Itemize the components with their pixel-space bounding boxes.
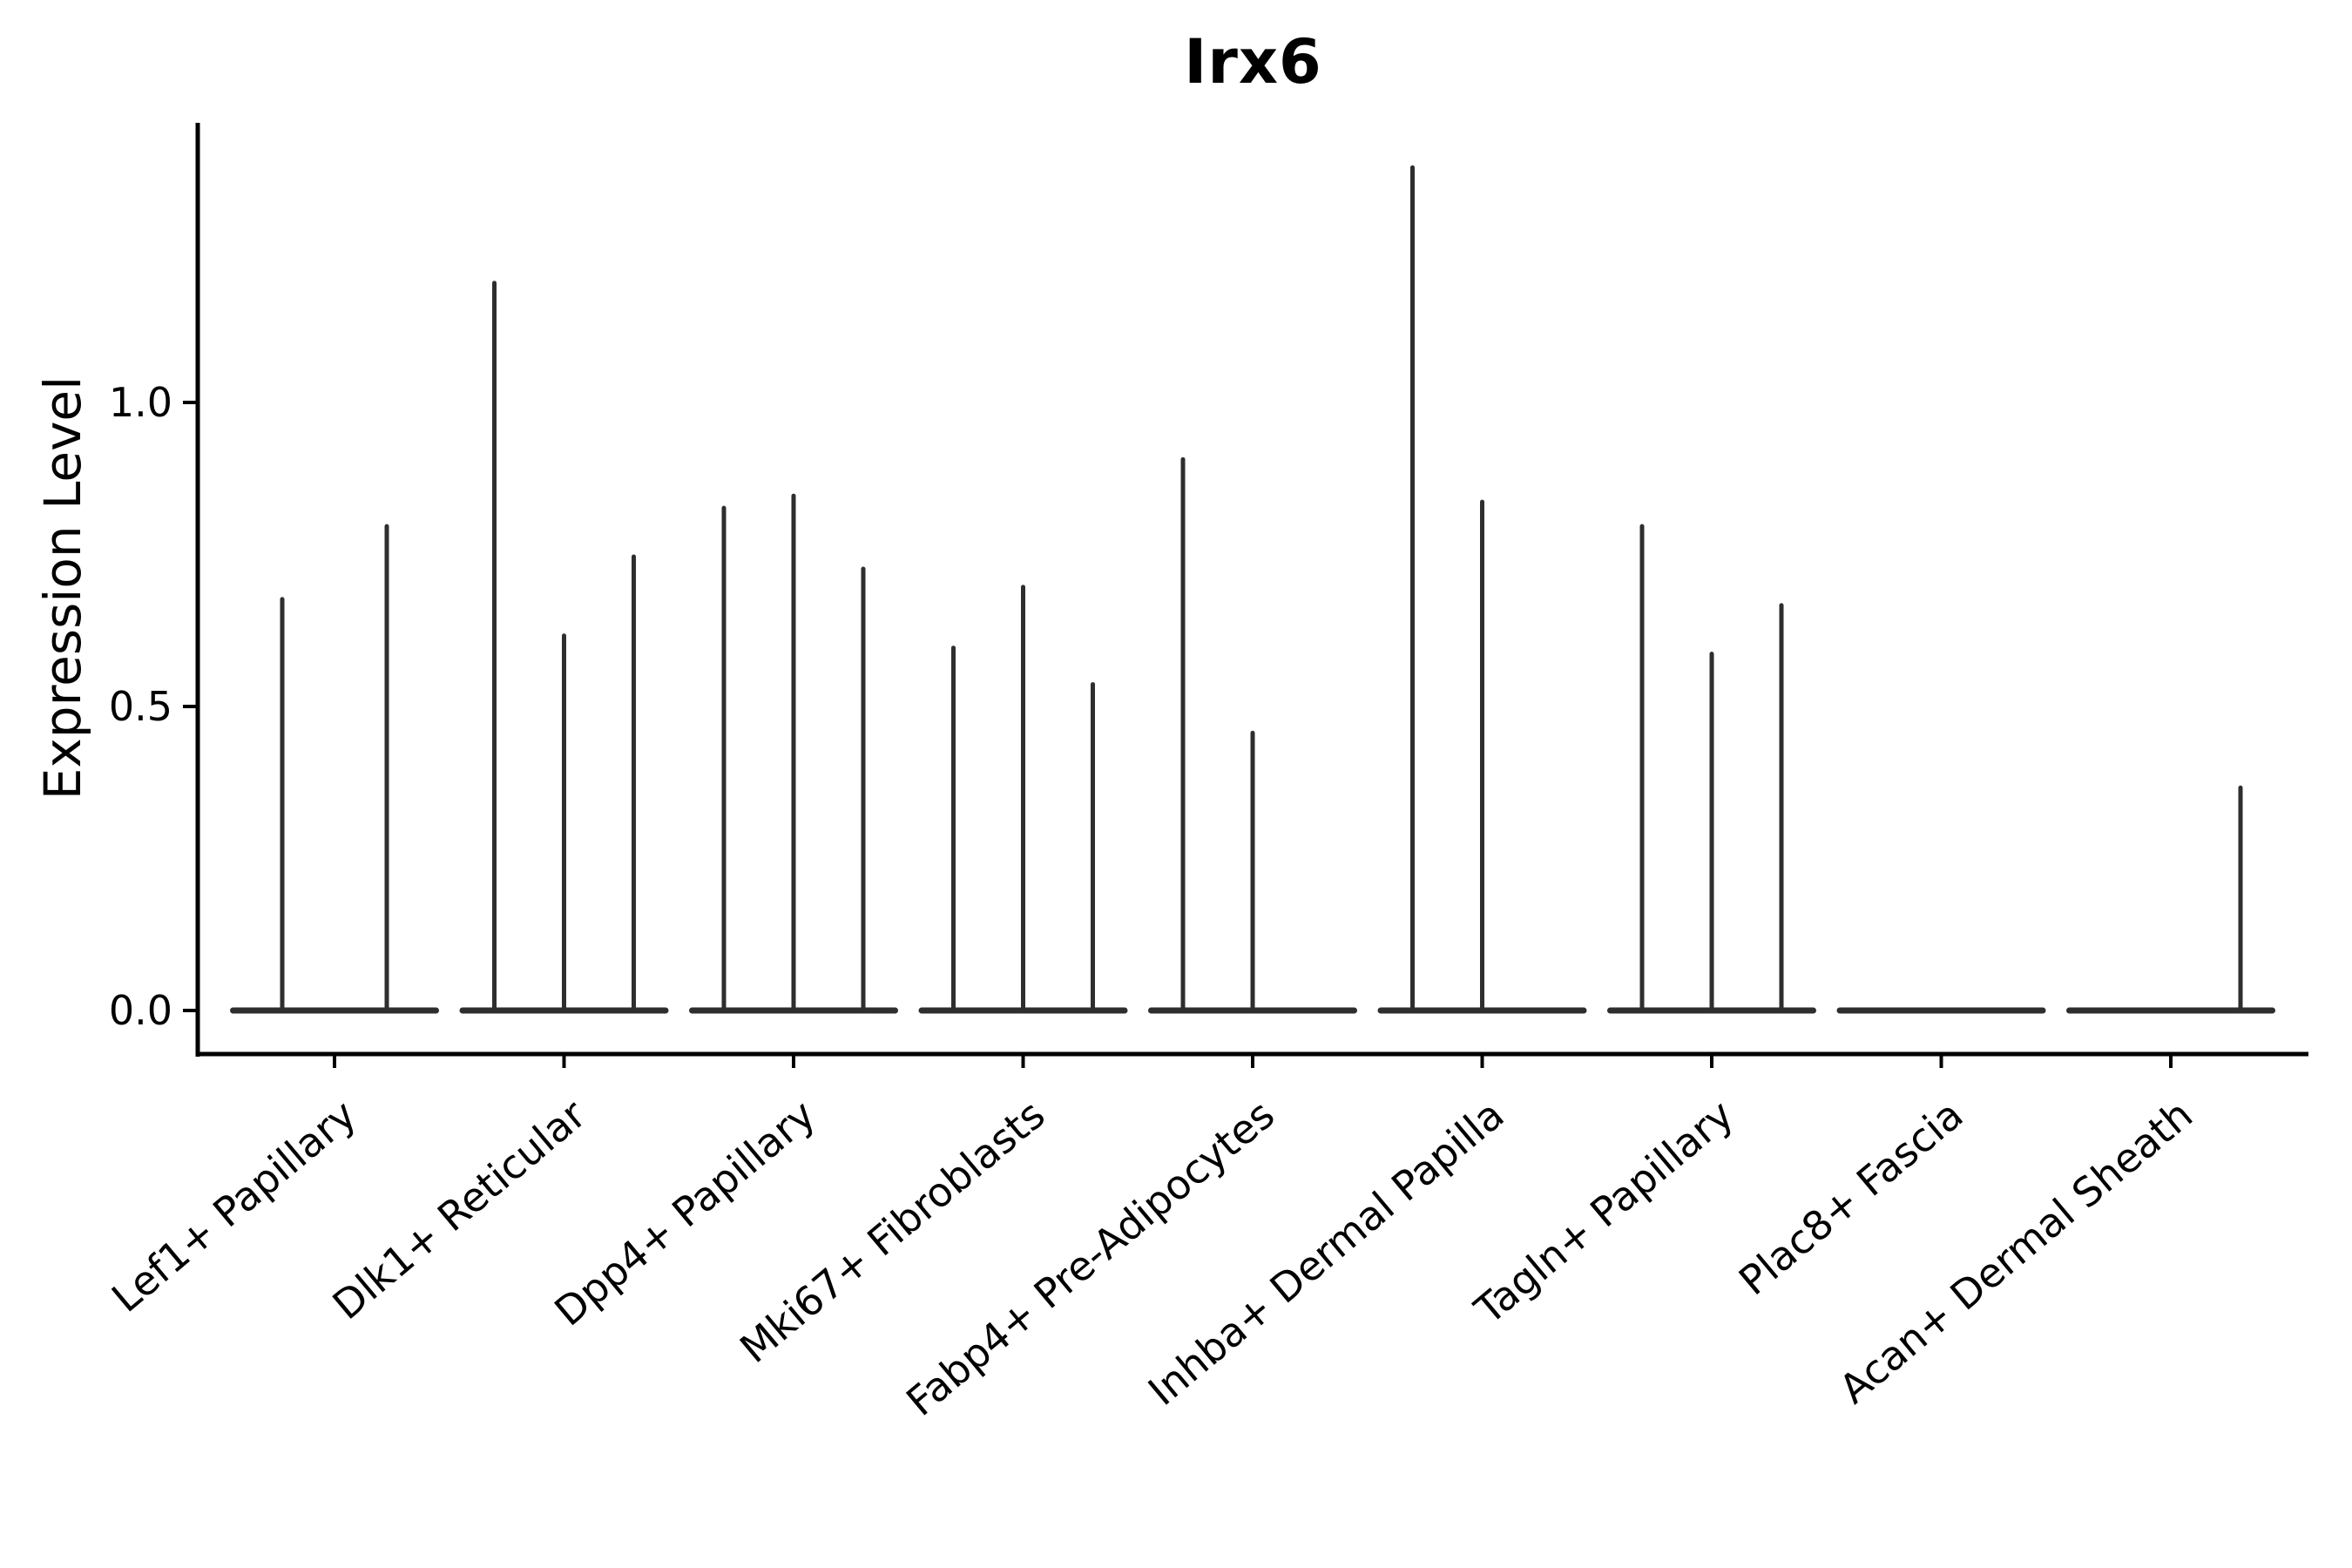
violin-baseline xyxy=(2066,1007,2275,1014)
violin-spike xyxy=(1021,585,1025,1010)
violins xyxy=(230,165,2275,1014)
violin-spike xyxy=(861,566,866,1010)
y-axis-spine xyxy=(195,123,200,1057)
x-tick-label: Fabp4+ Pre-Adipocytes xyxy=(897,1091,1283,1425)
y-tick-label: 0.0 xyxy=(109,987,172,1034)
violin-spike xyxy=(1639,524,1645,1010)
y-tick-label: 0.5 xyxy=(109,683,172,730)
violin-spike xyxy=(632,554,636,1010)
x-axis-spine xyxy=(196,1051,2308,1057)
violin-spike xyxy=(280,597,285,1010)
violin-spike xyxy=(791,493,796,1010)
violin-spike xyxy=(1250,730,1255,1010)
violin-baseline xyxy=(230,1007,439,1014)
violin-spike xyxy=(562,633,566,1010)
violin-spike xyxy=(1180,456,1186,1010)
violin-spike xyxy=(1410,165,1415,1010)
chart-title: Irx6 xyxy=(1184,26,1322,98)
y-tick-label: 1.0 xyxy=(109,379,172,426)
violin-spike xyxy=(1480,499,1484,1010)
violin-spike xyxy=(384,524,389,1010)
violin-baseline xyxy=(1836,1007,2046,1014)
violin-spike xyxy=(492,280,497,1010)
violin-spike xyxy=(1779,603,1784,1010)
x-tick-label: Plac8+ Fascia xyxy=(1730,1091,1972,1304)
y-axis-ticks: 0.0 0.5 1.0 xyxy=(109,379,196,1034)
violin-spike xyxy=(721,505,727,1010)
violin-spike xyxy=(1091,682,1095,1010)
violin-spike xyxy=(951,645,956,1010)
x-tick-label: Lef1+ Papillary xyxy=(103,1091,365,1321)
violin-spike xyxy=(2238,785,2243,1010)
violin-spike xyxy=(1709,652,1714,1010)
